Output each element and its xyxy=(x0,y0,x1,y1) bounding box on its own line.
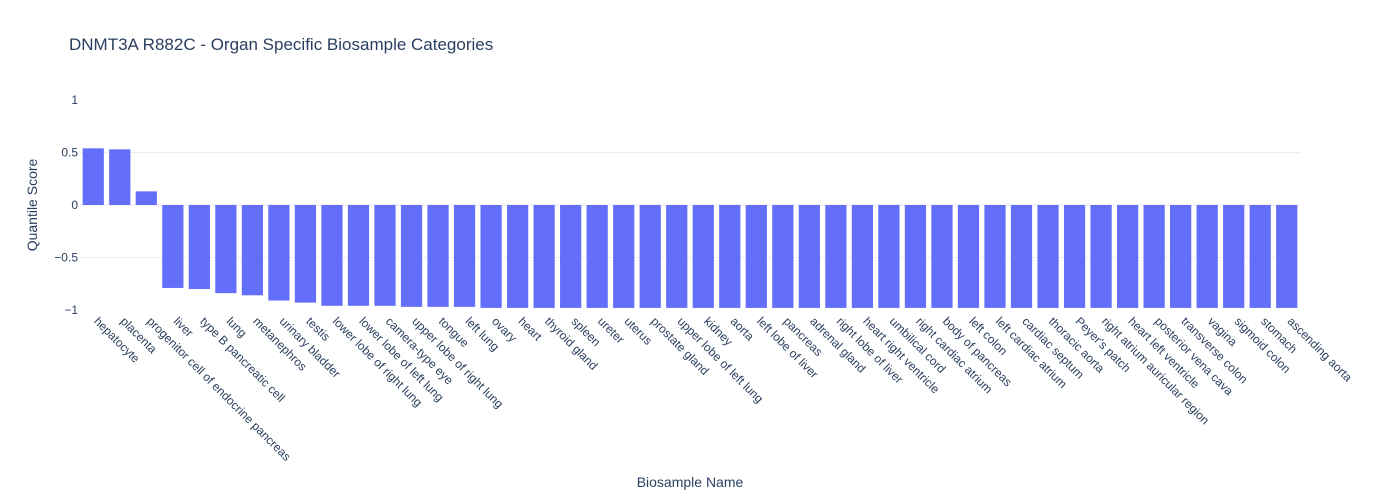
bar xyxy=(1249,205,1271,308)
chart-title: DNMT3A R882C - Organ Specific Biosample … xyxy=(69,35,493,54)
bar xyxy=(1143,205,1165,308)
x-axis-title: Biosample Name xyxy=(637,474,744,490)
bar xyxy=(82,148,104,205)
bar xyxy=(241,205,263,296)
bar xyxy=(772,205,794,308)
y-tick-label: 1 xyxy=(71,93,78,107)
bar xyxy=(480,205,502,308)
bar xyxy=(984,205,1006,308)
bar xyxy=(162,205,184,288)
bar xyxy=(507,205,529,308)
bar xyxy=(639,205,661,308)
bar xyxy=(1276,205,1298,308)
bar xyxy=(1037,205,1059,308)
bar xyxy=(851,205,873,308)
bar xyxy=(1063,205,1086,308)
bar xyxy=(109,149,131,205)
bars xyxy=(82,148,1298,308)
bar xyxy=(560,205,582,308)
bar xyxy=(692,205,714,308)
bar xyxy=(347,205,370,306)
bar xyxy=(1090,205,1112,308)
bar xyxy=(825,205,847,308)
bar xyxy=(957,205,980,308)
bar xyxy=(135,191,157,205)
bar xyxy=(613,205,635,308)
bar xyxy=(294,205,317,303)
bar xyxy=(931,205,953,308)
bar xyxy=(533,205,555,308)
bar xyxy=(745,205,767,308)
y-tick-label: 0 xyxy=(71,198,78,212)
bar xyxy=(719,205,741,308)
bar xyxy=(400,205,423,307)
bar xyxy=(453,205,476,307)
bar xyxy=(798,205,820,308)
bar xyxy=(374,205,396,306)
bar xyxy=(878,205,900,308)
bar xyxy=(1010,205,1033,308)
y-tick-label: −1 xyxy=(64,303,78,317)
bar xyxy=(268,205,290,301)
bar xyxy=(188,205,210,289)
x-tick-label: heart xyxy=(515,314,545,344)
bar xyxy=(904,205,927,308)
y-tick-label: 0.5 xyxy=(61,146,78,160)
bar xyxy=(321,205,343,306)
y-axis-title: Quantile Score xyxy=(24,158,40,251)
bar xyxy=(1170,205,1192,308)
y-tick-label: −0.5 xyxy=(54,251,78,265)
bar xyxy=(1117,205,1139,308)
bar xyxy=(666,205,688,308)
bar xyxy=(1223,205,1245,308)
bar xyxy=(1196,205,1218,308)
x-tick-label: uterus xyxy=(622,314,655,347)
bar xyxy=(586,205,608,308)
y-axis-ticks: 1 0.5 0 −0.5 −1 xyxy=(54,93,78,317)
bar xyxy=(215,205,237,294)
bar xyxy=(427,205,449,307)
